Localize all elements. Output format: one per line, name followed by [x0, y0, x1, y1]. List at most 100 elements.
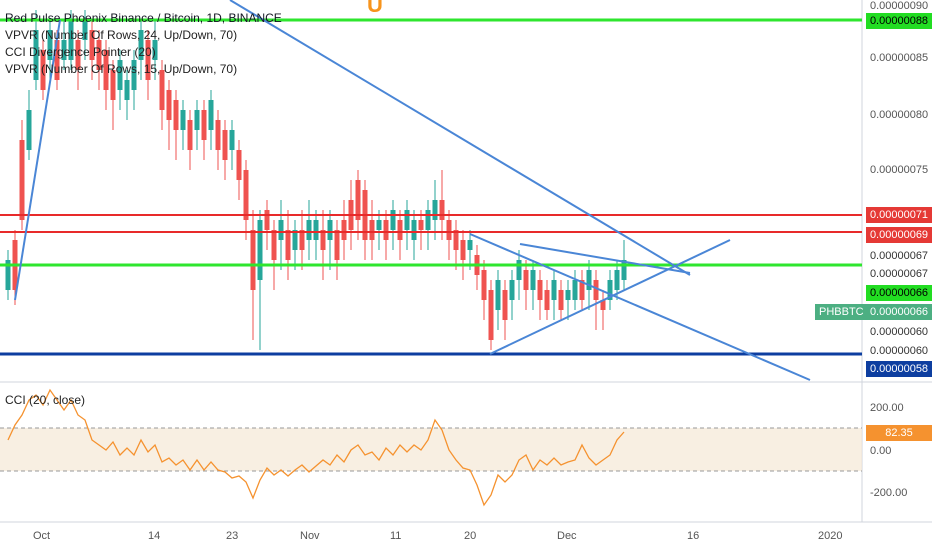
indicator-vpvr-24[interactable]: VPVR (Number Of Rows, 24, Up/Down, 70)	[5, 28, 238, 42]
time-label: 16	[687, 530, 700, 542]
candles	[5, 10, 627, 350]
candle-down	[222, 130, 228, 160]
candle-down	[19, 140, 25, 220]
candle-up	[565, 290, 571, 300]
candle-down	[593, 280, 599, 300]
cci-axis-label: 0.00	[870, 445, 892, 457]
price-label: 0.00000067	[866, 248, 932, 264]
candle-up	[292, 230, 298, 250]
horizontal-levels	[0, 18, 862, 356]
candle-up	[621, 260, 627, 280]
indicator-cci-divergence[interactable]: CCI Divergence Pointer (20)	[5, 45, 156, 59]
cci-legend[interactable]: CCI (20, close)	[5, 393, 86, 407]
price-label: 0.00000085	[870, 52, 929, 64]
candle-up	[390, 210, 396, 230]
last-price-tag: 0.00000066	[866, 304, 932, 320]
symbol-title[interactable]: Red Pulse Phoenix Binance / Bitcoin, 1D,…	[5, 11, 282, 25]
candle-up	[180, 110, 186, 130]
time-label: Nov	[300, 530, 320, 542]
trendline	[229, 0, 691, 276]
time-label: Dec	[557, 530, 577, 542]
candle-down	[75, 40, 81, 70]
candle-down	[320, 230, 326, 250]
candle-down	[558, 290, 564, 310]
price-label: 0.00000090	[870, 0, 929, 12]
trendlines	[14, 0, 811, 381]
candle-down	[236, 150, 242, 180]
time-label: 11	[390, 530, 402, 542]
cci-pane	[0, 388, 862, 507]
candle-down	[96, 40, 102, 70]
cci-line	[7, 388, 625, 507]
candle-up	[194, 110, 200, 130]
candle-down	[383, 220, 389, 240]
time-label: 20	[464, 530, 477, 542]
candle-down	[173, 100, 179, 130]
candle-down	[54, 40, 60, 80]
candle-up	[257, 220, 263, 280]
candle-down	[502, 290, 508, 320]
candle-up	[229, 130, 235, 150]
candle-up	[607, 280, 613, 300]
candle-up	[124, 80, 130, 100]
candle-up	[68, 20, 74, 60]
price-tag-green: 0.00000088	[866, 13, 932, 29]
candle-up	[516, 260, 522, 280]
candle-up	[278, 220, 284, 240]
candle-down	[341, 220, 347, 240]
candle-up	[572, 280, 578, 300]
indicator-vpvr-15[interactable]: VPVR (Number Of Rows, 15, Up/Down, 70)	[5, 62, 238, 76]
time-label: 14	[148, 530, 161, 542]
price-pane-bg	[0, 0, 862, 380]
cci-axis-label: 200.00	[870, 402, 904, 414]
candle-up	[509, 280, 515, 300]
candle-down	[369, 220, 375, 240]
candle-down	[40, 50, 46, 90]
candle-down	[523, 270, 529, 290]
candle-down	[201, 110, 207, 140]
candle-down	[446, 220, 452, 240]
price-label: 0.00000075	[870, 164, 929, 176]
candle-down	[285, 230, 291, 260]
time-label: 2020	[818, 530, 843, 542]
price-tag-red: 0.00000071	[866, 207, 932, 223]
candle-down	[110, 70, 116, 100]
candle-up	[614, 270, 620, 290]
candle-down	[250, 230, 256, 290]
candle-up	[551, 280, 557, 300]
symbol-tag: PHBBTC	[815, 304, 868, 320]
price-label: 0.00000067	[866, 266, 932, 282]
candle-down	[460, 240, 466, 260]
candle-up	[82, 20, 88, 40]
candle-up	[5, 260, 11, 290]
time-label: 23	[226, 530, 239, 542]
candle-up	[404, 210, 410, 230]
candle-up	[313, 220, 319, 240]
price-tag-red: 0.00000069	[866, 227, 932, 243]
candle-down	[166, 90, 172, 120]
candle-down	[271, 230, 277, 260]
candle-down	[355, 180, 361, 220]
trendline	[14, 19, 61, 301]
candle-up	[586, 270, 592, 290]
candle-down	[89, 30, 95, 60]
trendline	[519, 243, 691, 274]
trendline	[489, 239, 731, 355]
candle-down	[103, 50, 109, 90]
candle-down	[243, 170, 249, 220]
candle-down	[600, 300, 606, 310]
candle-up	[530, 270, 536, 290]
candle-up	[138, 30, 144, 60]
candle-down	[439, 200, 445, 220]
candle-up	[26, 110, 32, 150]
candle-down	[579, 280, 585, 300]
candle-up	[411, 220, 417, 240]
candle-up	[33, 30, 39, 80]
candle-up	[152, 40, 158, 60]
candle-down	[544, 290, 550, 310]
price-label: 0.00000080	[870, 109, 929, 121]
price-label: 0.00000060	[866, 324, 932, 340]
logo-mark: U	[367, 0, 383, 17]
candle-up	[117, 60, 123, 90]
